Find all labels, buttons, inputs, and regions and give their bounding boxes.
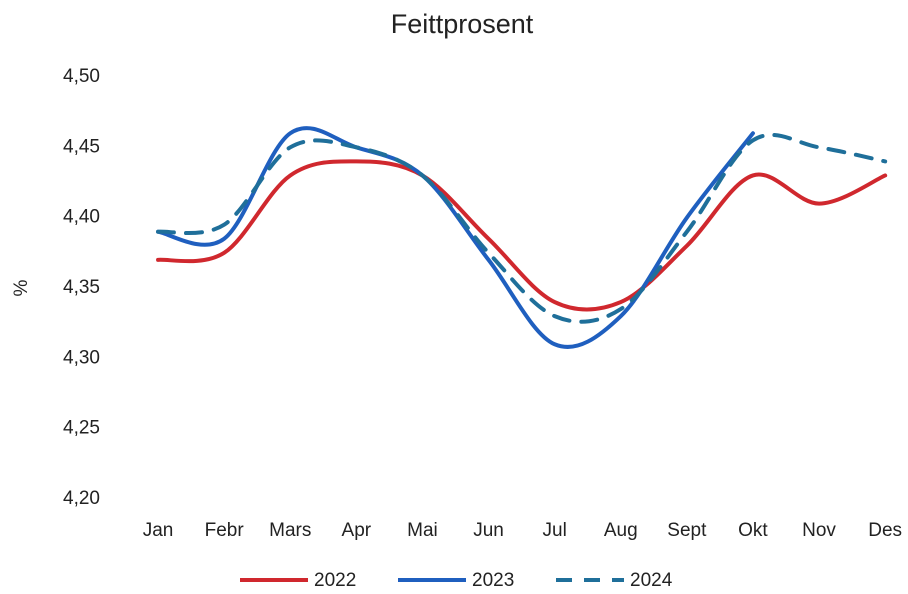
x-tick-label: Febr [205,520,245,541]
x-tick-label: Nov [802,520,836,541]
line-series [156,133,888,324]
x-tick-label: Jan [143,520,174,541]
y-tick-label: 4,25 [63,418,100,439]
legend-label: 2023 [472,570,514,591]
x-tick-label: Des [868,520,902,541]
y-tick-label: 4,45 [63,136,100,157]
x-tick-label: Mars [269,520,311,541]
legend-label: 2024 [630,570,673,591]
x-tick-label: Jun [473,520,504,541]
line-series [156,126,755,349]
y-tick-label: 4,35 [63,277,100,298]
x-tick-label: Aug [604,520,638,541]
x-tick-label: Okt [738,520,768,541]
x-tick-label: Sept [667,520,707,541]
x-tick-label: Mai [407,520,438,541]
y-tick-label: 4,50 [63,66,100,87]
y-tick-label: 4,30 [63,347,100,368]
line-series [156,159,888,312]
y-tick-label: 4,40 [63,207,100,228]
y-tick-label: 4,20 [63,488,100,509]
legend-label: 2022 [314,570,356,591]
x-tick-label: Apr [342,520,372,541]
chart-title: Feittprosent [391,9,534,39]
x-tick-label: Jul [543,520,567,541]
y-axis-label: % [11,279,32,296]
